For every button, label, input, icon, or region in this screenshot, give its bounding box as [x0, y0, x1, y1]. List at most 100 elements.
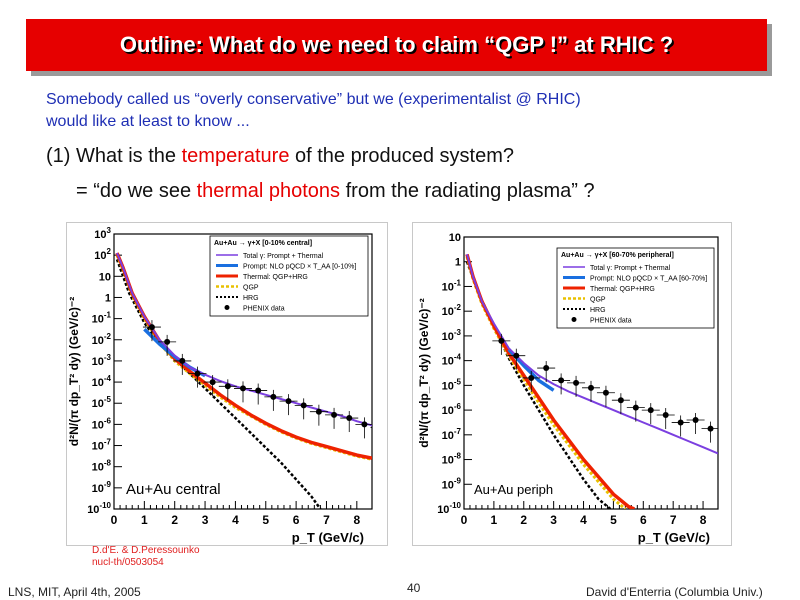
y-axis-label: d²N/(π dp_T² dy) (GeV/c)⁻² [67, 297, 81, 447]
sub-suffix: from the radiating plasma” ? [340, 180, 595, 202]
legend-entry: PHENIX data [590, 318, 632, 325]
x-axis-label: p_T (GeV/c) [638, 530, 710, 545]
x-tick-label: 3 [550, 513, 557, 527]
data-point [224, 383, 231, 390]
intro-line-2: would like at least to know ... [46, 113, 250, 130]
x-tick-label: 6 [293, 513, 300, 527]
y-tick-label: 1 [455, 257, 461, 269]
data-point [602, 389, 609, 396]
data-point [543, 365, 550, 372]
x-tick-label: 0 [111, 513, 118, 527]
y-tick-label: 10-1 [92, 311, 112, 326]
data-point [573, 379, 580, 386]
question-highlight: temperature [181, 145, 290, 167]
data-point [707, 425, 714, 432]
reference-authors: D.d'E. & D.Peressounko [92, 545, 200, 556]
legend-header: Au+Au → γ+X [0-10% central] [214, 240, 312, 247]
question-suffix: of the produced system? [289, 145, 515, 167]
x-tick-label: 7 [670, 513, 677, 527]
legend-entry: Thermal: QGP+HRG [243, 274, 308, 281]
y-tick-label: 10-8 [442, 452, 462, 467]
y-tick-label: 10-9 [442, 476, 462, 491]
legend-entry: QGP [590, 297, 606, 304]
page-number: 40 [407, 581, 421, 595]
legend-entry: HRG [243, 295, 259, 302]
question-prefix: (1) What is the [46, 145, 182, 167]
y-tick-label: 10-1 [442, 278, 462, 293]
question-temperature: (1) What is the temperature of the produ… [46, 145, 514, 168]
y-tick-label: 102 [94, 247, 111, 262]
data-point [331, 411, 338, 418]
legend-marker-dot [571, 317, 577, 322]
y-tick-label: 10-5 [442, 377, 462, 392]
data-point [270, 393, 277, 400]
reference-arxiv: nucl-th/0503054 [92, 557, 164, 568]
data-point [692, 416, 699, 423]
sub-prefix: = “do we see [76, 180, 197, 202]
sub-highlight: thermal photons [196, 180, 341, 202]
y-tick-label: 1 [105, 292, 111, 304]
y-tick-label: 10-7 [442, 427, 462, 442]
y-tick-label: 10-10 [87, 501, 111, 516]
plot-series-group [115, 252, 372, 509]
y-tick-label: 10 [449, 232, 461, 244]
plot-series-group [465, 253, 718, 509]
y-tick-label: 10-2 [92, 332, 112, 347]
data-point [498, 337, 505, 344]
legend-entry: Thermal: QGP+HRG [590, 286, 655, 293]
series-line-hrg [115, 258, 322, 509]
legend-entry: HRG [590, 307, 606, 314]
y-tick-label: 10-3 [442, 328, 462, 343]
y-tick-label: 10-2 [442, 303, 462, 318]
reference: D.d'E. & D.Peressounko nucl-th/0503054 [92, 545, 200, 569]
x-tick-label: 1 [141, 513, 148, 527]
data-point [617, 397, 624, 404]
y-tick-label: 10-4 [92, 374, 112, 389]
intro-line-1: Somebody called us “overly conservative”… [46, 91, 581, 108]
slide-title: Outline: What do we need to claim “QGP !… [119, 32, 674, 57]
x-tick-label: 8 [700, 513, 707, 527]
data-point [300, 402, 307, 409]
footer-right: David d'Enterria (Columbia Univ.) [586, 585, 763, 599]
data-point [677, 419, 684, 426]
legend-marker-dot [224, 305, 230, 310]
y-tick-label: 103 [94, 226, 111, 241]
data-point [194, 370, 201, 377]
y-tick-label: 10-6 [92, 416, 112, 431]
y-tick-label: 10-4 [442, 353, 462, 368]
x-tick-label: 4 [580, 513, 587, 527]
y-tick-label: 10-3 [92, 353, 112, 368]
legend-entry: Prompt: NLO pQCD × T_AA [60-70%] [590, 276, 707, 283]
data-point [632, 404, 639, 411]
x-tick-label: 2 [520, 513, 527, 527]
question-thermal-photons: = “do we see thermal photons from the ra… [76, 180, 595, 203]
y-tick-label: 10-7 [92, 438, 112, 453]
data-point [588, 384, 594, 391]
x-tick-label: 5 [262, 513, 269, 527]
data-point [209, 379, 216, 386]
y-tick-label: 10-8 [92, 459, 112, 474]
data-point [179, 357, 186, 364]
legend-entry: Total γ: Prompt + Thermal [590, 265, 671, 272]
x-tick-label: 8 [353, 513, 360, 527]
legend-entry: PHENIX data [243, 306, 285, 313]
data-point [528, 374, 535, 381]
data-point [240, 385, 246, 392]
x-tick-label: 0 [461, 513, 468, 527]
x-tick-label: 7 [323, 513, 330, 527]
legend-entry: Prompt: NLO pQCD × T_AA [0-10%] [243, 264, 356, 271]
data-point [164, 338, 171, 345]
series-line-total [466, 254, 718, 455]
data-point [513, 352, 520, 359]
y-tick-label: 10 [99, 271, 111, 283]
legend-entry: QGP [243, 285, 259, 292]
x-tick-label: 1 [491, 513, 498, 527]
legend-entry: Total γ: Prompt + Thermal [243, 253, 324, 260]
data-point [346, 415, 353, 422]
y-tick-label: 10-10 [437, 501, 461, 516]
y-tick-label: 10-6 [442, 402, 462, 417]
chart-peripheral: 0 1 2 3 4 5 6 7 8 10-10 10-9 10-8 10-7 10-6 10-5 10-4 10… [412, 222, 732, 546]
footer-left: LNS, MIT, April 4th, 2005 [8, 585, 141, 599]
x-tick-label: 4 [232, 513, 239, 527]
data-point [558, 377, 565, 384]
